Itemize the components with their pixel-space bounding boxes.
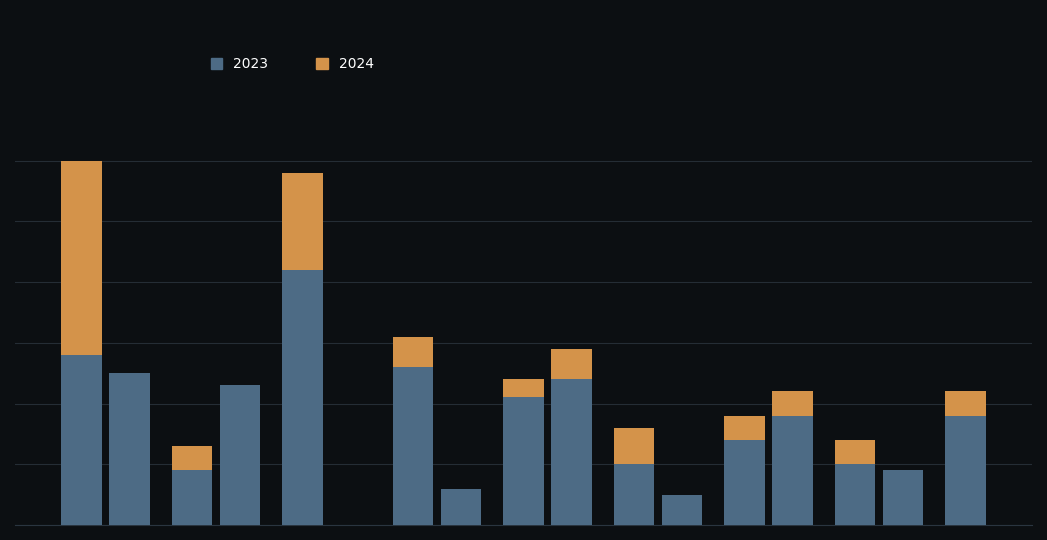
Bar — [772, 392, 812, 416]
Bar — [283, 173, 322, 270]
Bar — [614, 464, 654, 525]
Bar — [441, 489, 482, 525]
Bar — [220, 386, 260, 525]
Bar — [945, 416, 986, 525]
Bar — [614, 428, 654, 464]
Bar — [283, 270, 322, 525]
Bar — [883, 470, 923, 525]
Bar — [172, 446, 213, 470]
Bar — [504, 397, 543, 525]
Bar — [109, 373, 150, 525]
Bar — [834, 464, 875, 525]
Bar — [725, 440, 764, 525]
Bar — [393, 367, 433, 525]
Bar — [945, 392, 986, 416]
Bar — [61, 160, 102, 355]
Bar — [662, 495, 703, 525]
Bar — [504, 379, 543, 397]
Bar — [725, 416, 764, 440]
Legend: 2023, 2024: 2023, 2024 — [205, 52, 379, 77]
Bar — [772, 416, 812, 525]
Bar — [834, 440, 875, 464]
Bar — [61, 355, 102, 525]
Bar — [393, 337, 433, 367]
Bar — [172, 470, 213, 525]
Bar — [551, 349, 592, 379]
Bar — [551, 379, 592, 525]
